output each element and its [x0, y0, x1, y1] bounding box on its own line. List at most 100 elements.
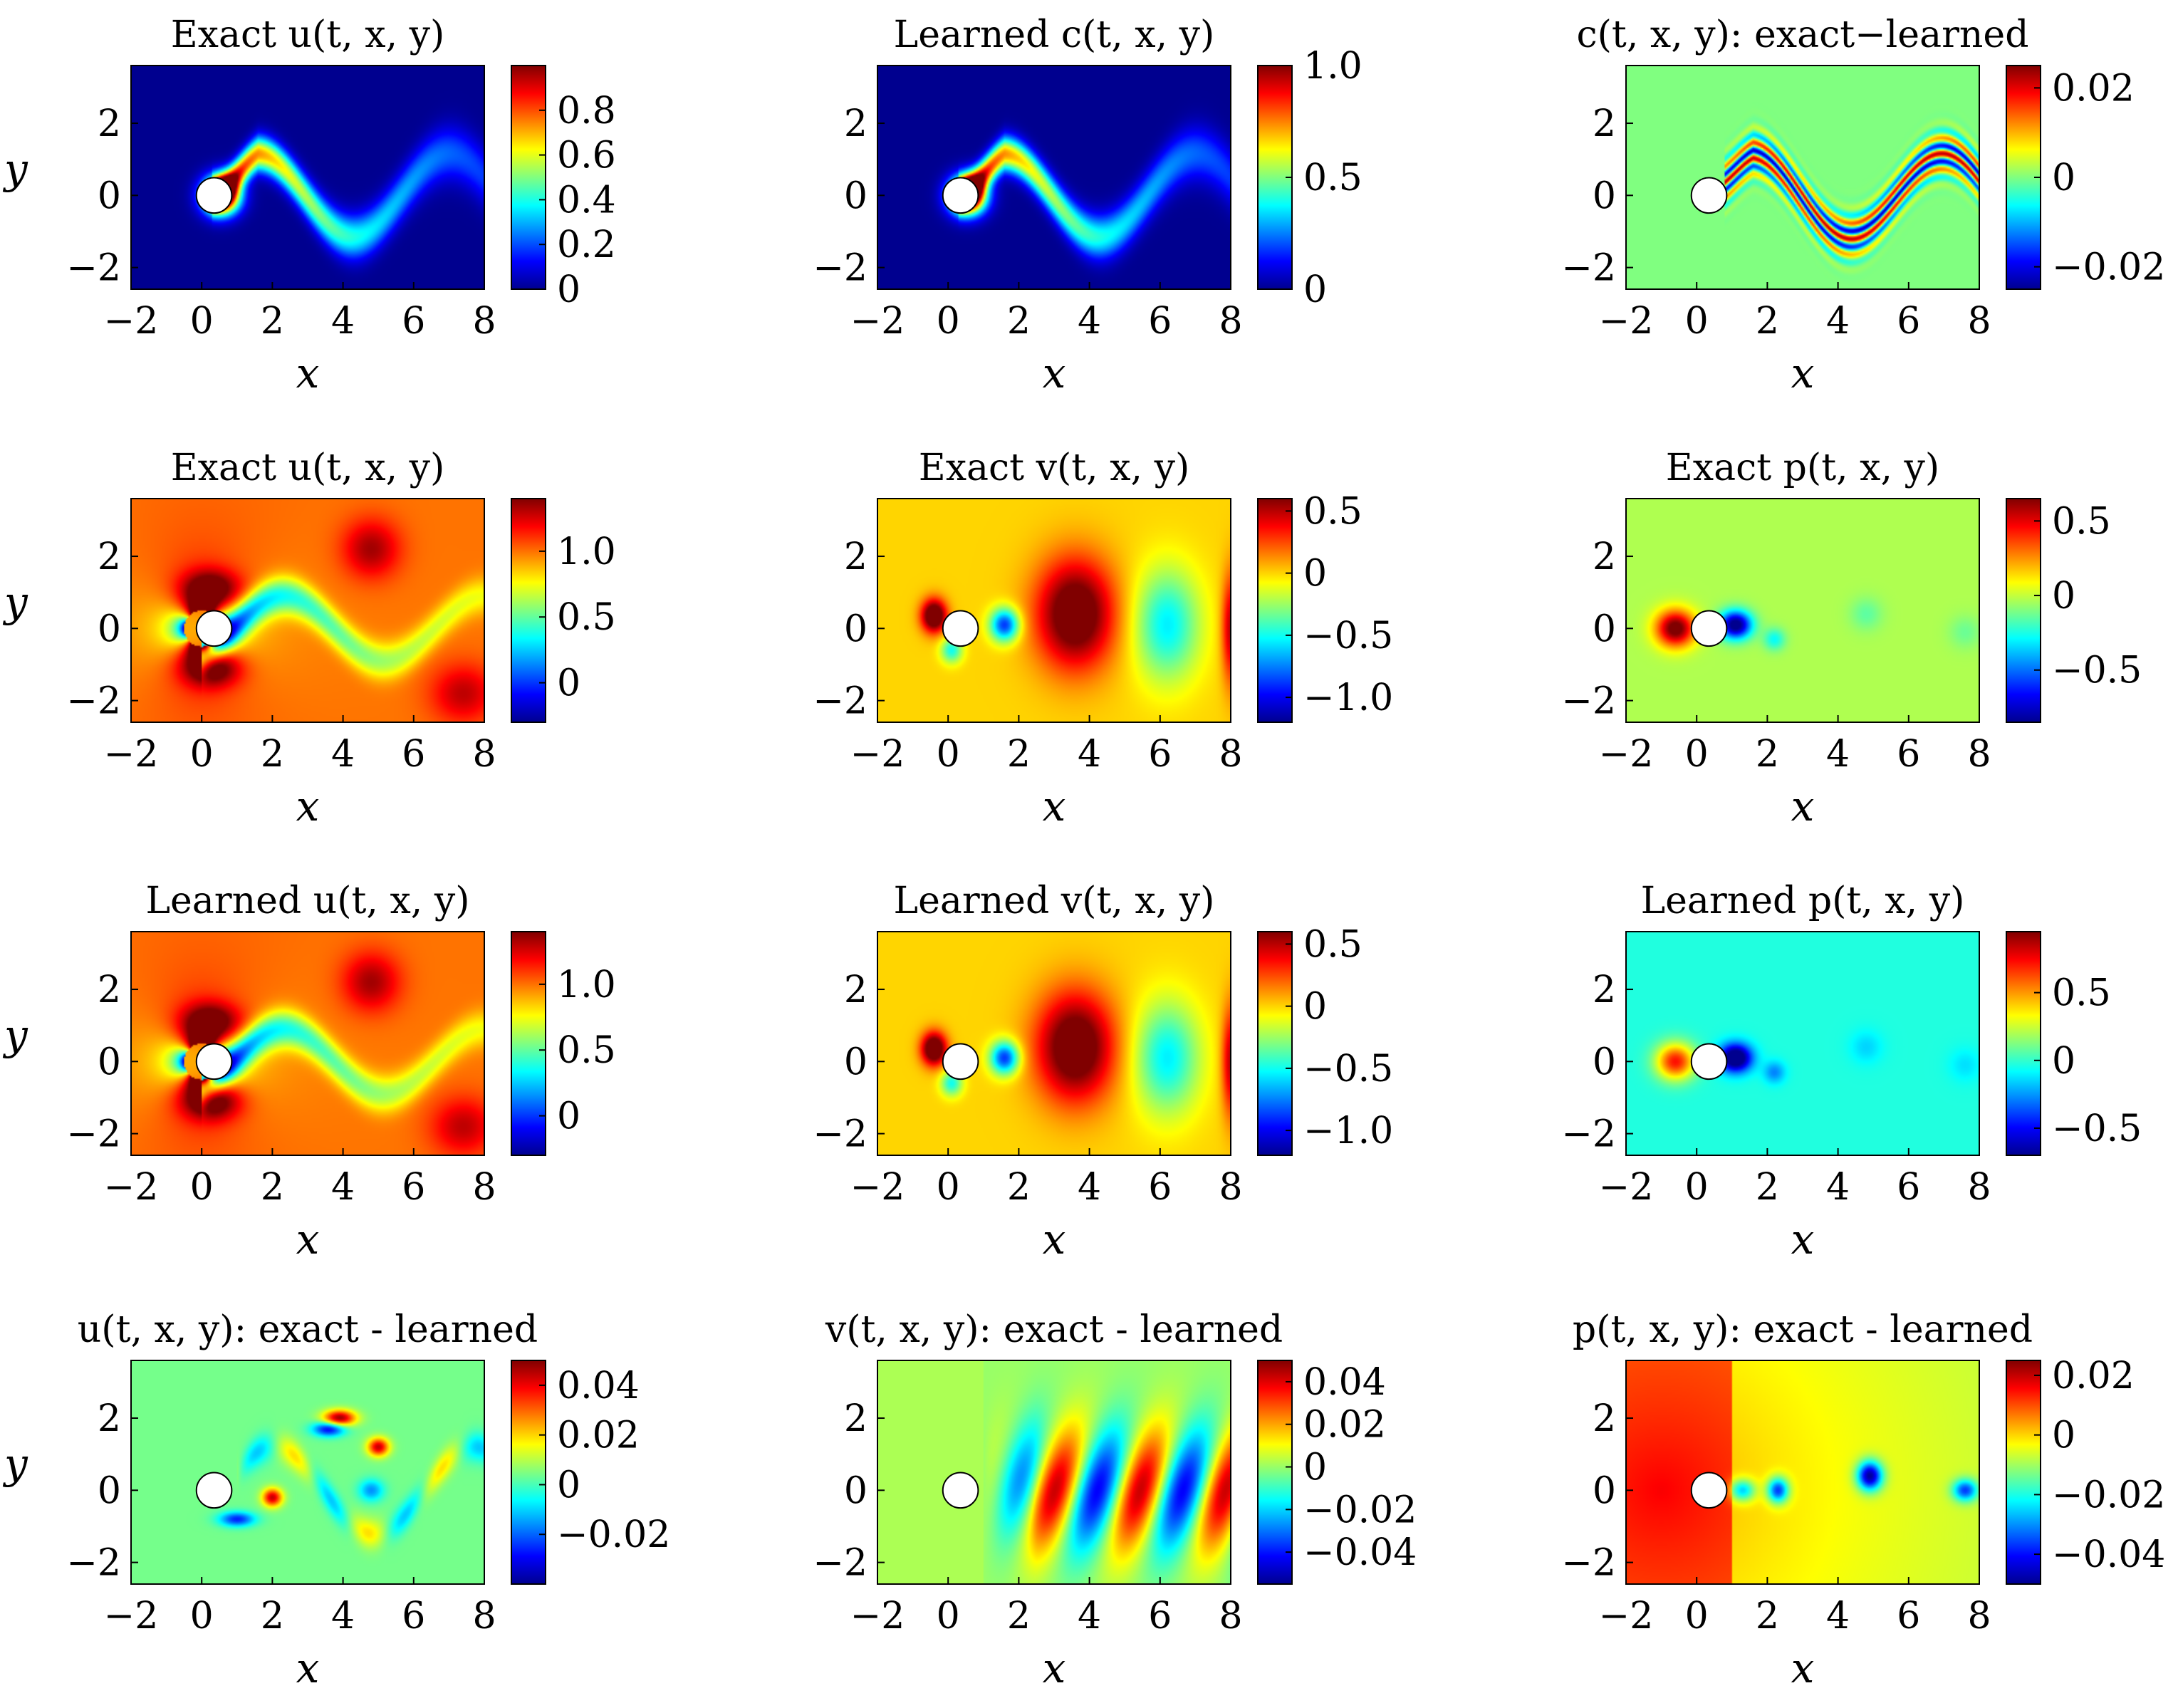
x-tick-label: 0 — [937, 1166, 960, 1209]
cylinder-marker — [942, 1472, 979, 1509]
panel-r0c2: c(t, x, y): exact−learned −2 0 2 4 6 8 2 0 −2 x 0.0… — [1561, 14, 2165, 397]
colorbar-tick-label: 0.02 — [2052, 67, 2135, 110]
y-tick-label: 2 — [1593, 1397, 1616, 1440]
y-tick-label: 0 — [844, 175, 867, 217]
heatmap-image — [1626, 932, 1979, 1155]
x-tick-label: 2 — [1007, 1166, 1031, 1209]
x-axis-label: x — [1791, 349, 1815, 397]
x-tick-label: 0 — [1685, 300, 1709, 343]
colorbar-tick-label: 0.5 — [557, 596, 616, 639]
axes-frame — [130, 931, 485, 1156]
y-tick-label: 0 — [844, 608, 867, 650]
y-tick-label: −2 — [1561, 680, 1616, 723]
colorbar-tick-label: 0.8 — [557, 90, 616, 132]
colorbar-tick-label: −0.5 — [1303, 1048, 1393, 1090]
panel-title: Exact u(t, x, y) — [171, 447, 445, 489]
y-tick-label: −2 — [813, 680, 867, 723]
x-axis-label: x — [296, 1215, 320, 1264]
colorbar-tick-label: 0 — [1303, 553, 1327, 595]
colorbar-tick-label: 0.02 — [557, 1415, 640, 1457]
colorbar-tick-label: −0.02 — [2052, 1474, 2165, 1516]
axes-frame — [877, 65, 1231, 290]
x-tick-label: −2 — [850, 733, 905, 776]
panel-r3c0: u(t, x, y): exact - learned −2 0 2 4 6 8 2 0 −2 x y… — [2, 1308, 670, 1692]
x-tick-label: 8 — [472, 1166, 496, 1209]
x-tick-label: 4 — [331, 733, 355, 776]
y-axis-label: y — [2, 1439, 28, 1488]
x-tick-label: 0 — [190, 300, 214, 343]
x-tick-label: 6 — [1148, 1166, 1172, 1209]
x-tick-label: 2 — [1007, 1595, 1031, 1637]
x-tick-label: −2 — [850, 1595, 905, 1637]
colorbar-tick-label: 0 — [1303, 986, 1327, 1029]
axes-frame — [1625, 498, 1980, 723]
x-tick-label: 0 — [1685, 1595, 1709, 1637]
x-axis-label: x — [1791, 1644, 1815, 1692]
x-tick-label: 2 — [1756, 1166, 1779, 1209]
y-tick-label: −2 — [1561, 1542, 1616, 1585]
y-tick-label: −2 — [66, 247, 121, 290]
colorbar-tick-label: 0 — [2052, 1415, 2075, 1457]
y-tick-label: 0 — [1593, 175, 1616, 217]
panel-title: Learned p(t, x, y) — [1641, 880, 1965, 922]
x-tick-label: 8 — [1219, 1166, 1242, 1209]
x-tick-label: 0 — [190, 1166, 214, 1209]
y-axis-label: y — [2, 1011, 28, 1059]
x-tick-label: 2 — [261, 300, 284, 343]
y-tick-label: 0 — [844, 1041, 867, 1083]
cylinder-marker — [195, 610, 233, 647]
cylinder-marker — [195, 177, 233, 214]
x-tick-label: 0 — [937, 733, 960, 776]
x-tick-label: 4 — [1826, 1595, 1850, 1637]
x-axis-label: x — [1791, 782, 1815, 830]
heatmap-image — [877, 499, 1231, 722]
colorbar-tick-label: 0 — [557, 1095, 580, 1138]
y-tick-label: 2 — [844, 1397, 867, 1440]
colorbar-tick-label: −0.5 — [1303, 615, 1393, 657]
x-tick-label: 6 — [402, 733, 425, 776]
y-tick-label: 2 — [98, 103, 121, 145]
panel-title: Learned c(t, x, y) — [894, 14, 1215, 56]
x-tick-label: 6 — [1148, 1595, 1172, 1637]
cylinder-marker — [942, 177, 979, 214]
colorbar-tick-label: 1.0 — [557, 531, 616, 573]
y-tick-label: 2 — [1593, 969, 1616, 1011]
axes-frame — [1625, 65, 1980, 290]
y-tick-label: 2 — [1593, 103, 1616, 145]
x-tick-label: −2 — [1599, 1166, 1654, 1209]
y-tick-label: 0 — [1593, 1041, 1616, 1083]
cylinder-marker — [1690, 177, 1728, 214]
x-tick-label: −2 — [104, 733, 159, 776]
colorbar-tick-label: 0 — [2052, 1040, 2075, 1083]
panel-r2c2: Learned p(t, x, y) −2 0 2 4 6 8 2 0 −2 x 0.5 0 −0.5 — [1561, 880, 2142, 1264]
colorbar-tick-label: 0 — [1303, 269, 1327, 311]
colorbar-tick-label: −0.5 — [2052, 1108, 2142, 1150]
y-tick-label: −2 — [813, 1113, 867, 1156]
y-axis-label: y — [2, 578, 28, 626]
x-axis-label: x — [296, 1644, 320, 1692]
colorbar-tick-label: 0.4 — [557, 179, 616, 222]
colorbar-tick-label: 0.6 — [557, 135, 616, 177]
colorbar-tick-label: −0.02 — [2052, 246, 2165, 289]
panel-r0c0: Exact u(t, x, y) −2 0 2 4 6 8 2 0 −2 x y 0.80.60.40.… — [2, 14, 616, 397]
panel-title: p(t, x, y): exact - learned — [1573, 1308, 2033, 1351]
x-tick-label: 2 — [1756, 300, 1779, 343]
x-tick-label: 4 — [1078, 1166, 1101, 1209]
x-tick-label: 0 — [937, 1595, 960, 1637]
x-axis-label: x — [296, 349, 320, 397]
y-tick-label: 0 — [98, 608, 121, 650]
x-tick-label: 8 — [1967, 1166, 1991, 1209]
heatmap-image — [131, 499, 484, 722]
colorbar-tick-label: 0 — [2052, 157, 2075, 199]
heatmap-image — [131, 932, 484, 1155]
x-tick-label: 8 — [1219, 733, 1242, 776]
heatmap-image — [131, 1360, 484, 1584]
x-tick-label: 0 — [190, 1595, 214, 1637]
panel-r2c0: Learned u(t, x, y) −2 0 2 4 6 8 2 0 −2 x y 1.0 0.5 0 — [2, 880, 616, 1264]
x-tick-label: 6 — [1897, 300, 1920, 343]
colorbar-tick-label: −0.04 — [1303, 1531, 1417, 1574]
x-tick-label: −2 — [850, 300, 905, 343]
x-tick-label: 0 — [937, 300, 960, 343]
x-axis-label: x — [296, 782, 320, 830]
colorbar-tick-label: 0.5 — [1303, 923, 1362, 966]
